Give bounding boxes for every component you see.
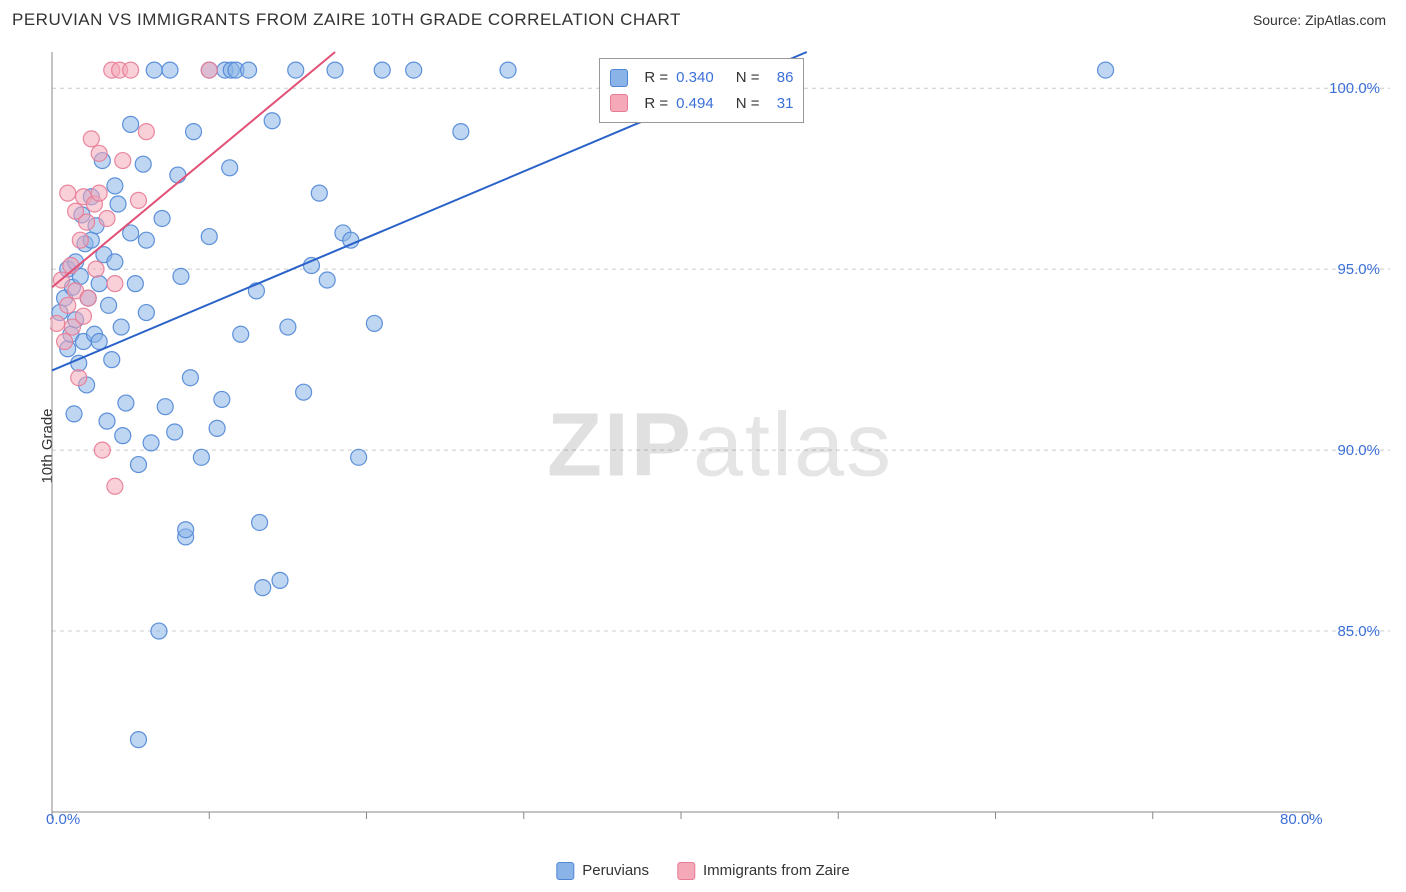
stat-row: R = 0.340 N = 86 — [610, 65, 793, 91]
n-label: N = — [736, 91, 760, 117]
bottom-legend: Peruvians Immigrants from Zaire — [556, 862, 849, 880]
r-label: R = — [644, 91, 668, 117]
svg-text:85.0%: 85.0% — [1337, 623, 1380, 640]
series-swatch — [610, 69, 628, 87]
correlation-stats-box: R = 0.340 N = 86 R = 0.494 N = 31 — [599, 58, 804, 123]
chart-source: Source: ZipAtlas.com — [1253, 12, 1386, 28]
x-tick-label: 0.0% — [46, 811, 80, 828]
r-value: 0.494 — [676, 91, 714, 117]
series-swatch — [610, 94, 628, 112]
legend-item: Immigrants from Zaire — [677, 862, 850, 880]
n-value: 86 — [767, 65, 793, 91]
scatter-plot: 85.0% 90.0% 95.0% 100.0% — [50, 50, 1390, 842]
chart-header: PERUVIAN VS IMMIGRANTS FROM ZAIRE 10TH G… — [0, 0, 1406, 36]
legend-swatch — [556, 862, 574, 880]
x-tick-label: 80.0% — [1280, 811, 1323, 828]
legend-label: Peruvians — [582, 862, 649, 879]
legend-label: Immigrants from Zaire — [703, 862, 850, 879]
n-label: N = — [736, 65, 760, 91]
chart-area: 85.0%90.0%95.0%100.0% ZIPatlas R =0.340N… — [50, 50, 1390, 842]
legend-item: Peruvians — [556, 862, 649, 880]
stat-row: R = 0.494 N = 31 — [610, 91, 793, 117]
svg-text:100.0%: 100.0% — [1329, 80, 1380, 97]
legend-swatch — [677, 862, 695, 880]
r-value: 0.340 — [676, 65, 714, 91]
svg-text:90.0%: 90.0% — [1337, 442, 1380, 459]
chart-title: PERUVIAN VS IMMIGRANTS FROM ZAIRE 10TH G… — [12, 10, 681, 30]
svg-text:95.0%: 95.0% — [1337, 261, 1380, 278]
r-label: R = — [644, 65, 668, 91]
n-value: 31 — [767, 91, 793, 117]
